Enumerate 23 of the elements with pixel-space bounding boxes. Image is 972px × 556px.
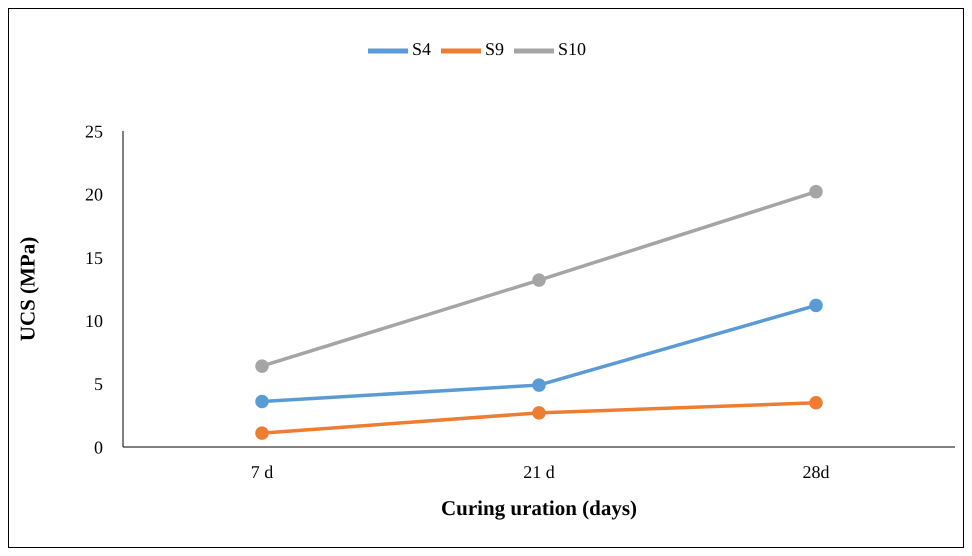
point xyxy=(809,184,823,198)
legend-label: S9 xyxy=(484,39,504,60)
x-tick-label: 21 d xyxy=(523,462,555,482)
legend-label: S10 xyxy=(558,39,586,60)
point xyxy=(532,406,546,420)
point xyxy=(255,426,269,440)
y-tick-label: 0 xyxy=(94,437,103,458)
x-tick-label: 28d xyxy=(802,462,830,482)
point xyxy=(532,273,546,287)
x-tick-label: 7 d xyxy=(250,462,274,482)
point xyxy=(532,378,546,392)
y-tick-label: 10 xyxy=(85,310,103,331)
point xyxy=(255,359,269,373)
point xyxy=(255,394,269,408)
y-axis-title: UCS (MPa) xyxy=(15,236,40,342)
point xyxy=(809,396,823,410)
x-axis-title: Curing uration (days) xyxy=(440,496,638,520)
point xyxy=(809,298,823,312)
y-tick-label: 15 xyxy=(85,248,103,268)
y-tick-label: 5 xyxy=(94,374,103,394)
y-tick-label: 25 xyxy=(85,121,103,142)
y-tick-label: 20 xyxy=(85,184,103,205)
legend-label: S4 xyxy=(412,39,431,60)
